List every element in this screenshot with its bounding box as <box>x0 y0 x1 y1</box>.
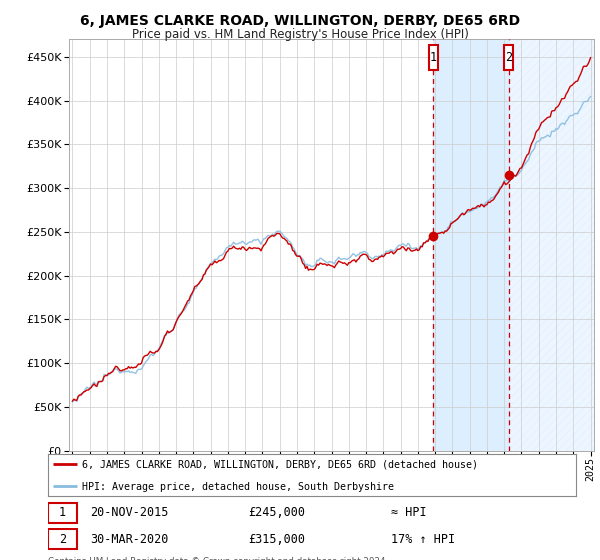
Text: £315,000: £315,000 <box>248 533 305 546</box>
Bar <box>48 529 77 549</box>
Bar <box>48 503 77 523</box>
Text: 1: 1 <box>59 506 66 520</box>
Text: 17% ↑ HPI: 17% ↑ HPI <box>391 533 455 546</box>
Bar <box>509 39 594 451</box>
Text: 6, JAMES CLARKE ROAD, WILLINGTON, DERBY, DE65 6RD: 6, JAMES CLARKE ROAD, WILLINGTON, DERBY,… <box>80 14 520 28</box>
Text: 2: 2 <box>59 533 66 546</box>
Text: Contains HM Land Registry data © Crown copyright and database right 2024.
This d: Contains HM Land Registry data © Crown c… <box>48 557 388 560</box>
Text: 2: 2 <box>505 51 512 64</box>
Text: 6, JAMES CLARKE ROAD, WILLINGTON, DERBY, DE65 6RD (detached house): 6, JAMES CLARKE ROAD, WILLINGTON, DERBY,… <box>82 460 478 469</box>
Text: 30-MAR-2020: 30-MAR-2020 <box>90 533 169 546</box>
Text: HPI: Average price, detached house, South Derbyshire: HPI: Average price, detached house, Sout… <box>82 482 394 492</box>
Text: £245,000: £245,000 <box>248 506 305 520</box>
Text: ≈ HPI: ≈ HPI <box>391 506 427 520</box>
Bar <box>504 45 513 70</box>
Bar <box>433 39 509 451</box>
Text: Price paid vs. HM Land Registry's House Price Index (HPI): Price paid vs. HM Land Registry's House … <box>131 28 469 41</box>
Text: 20-NOV-2015: 20-NOV-2015 <box>90 506 169 520</box>
Bar <box>428 45 438 70</box>
Text: 1: 1 <box>430 51 437 64</box>
